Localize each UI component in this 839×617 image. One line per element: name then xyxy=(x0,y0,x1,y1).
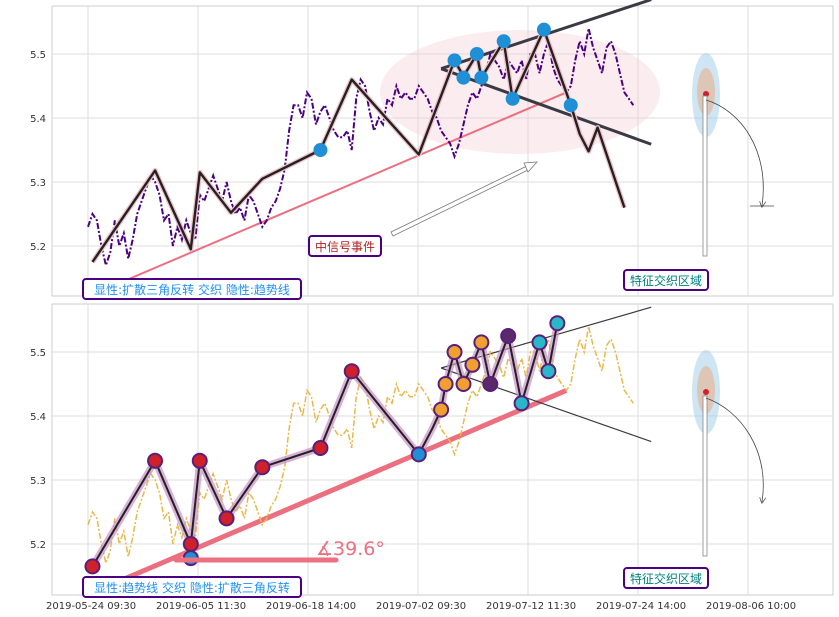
channel-lower-line xyxy=(440,367,652,443)
x-tick-label: 2019-07-24 14:00 xyxy=(596,601,686,612)
focus-dot xyxy=(703,91,709,97)
trend-line xyxy=(123,91,567,283)
y-tick-label: 5.2 xyxy=(30,540,46,551)
pivot-marker xyxy=(313,143,328,157)
feature-zone-text-bottom: 特征交织区域 xyxy=(630,571,702,586)
x-tick-label: 2019-06-05 11:30 xyxy=(156,601,246,612)
y-tick-label: 5.2 xyxy=(30,242,46,253)
signal-arrow xyxy=(390,161,538,237)
pivot-marker xyxy=(455,376,472,392)
x-tick-label: 2019-08-06 10:00 xyxy=(706,601,796,612)
pivot-marker xyxy=(254,459,271,476)
pivot-marker xyxy=(500,328,517,344)
signal-event-label: 中信号事件 xyxy=(308,235,382,257)
signal-event-text: 中信号事件 xyxy=(315,239,375,254)
top-y-tick-labels: 5.2 5.3 5.4 5.5 xyxy=(30,50,46,253)
pivot-marker xyxy=(496,34,511,49)
pivot-marker xyxy=(147,452,164,469)
x-tick-labels: 2019-05-24 09:30 2019-06-05 11:30 2019-06-… xyxy=(46,601,796,612)
y-tick-label: 5.3 xyxy=(30,476,46,487)
pivot-marker xyxy=(446,344,463,360)
pivot-marker xyxy=(447,53,462,68)
feature-zone-text-top: 特征交织区域 xyxy=(630,273,702,288)
y-tick-label: 5.5 xyxy=(30,50,46,61)
pivot-marker xyxy=(218,510,235,527)
pivot-marker xyxy=(474,70,489,85)
x-tick-label: 2019-06-18 14:00 xyxy=(266,601,356,612)
pivot-marker xyxy=(464,356,481,373)
pivot-marker xyxy=(437,376,454,392)
bottom-panel: 5.2 5.3 5.4 5.5 ∡39.6° 特征交织区域 显性:趋势线 交织 隐性:… xyxy=(30,303,834,598)
bottom-y-tick-labels: 5.2 5.3 5.4 5.5 xyxy=(30,348,46,551)
feature-pointer-top xyxy=(702,95,774,257)
focus-dot xyxy=(703,389,709,395)
x-tick-label: 2019-07-02 09:30 xyxy=(376,601,466,612)
pivot-marker xyxy=(531,334,548,351)
pattern-label-bottom: 显性:趋势线 交织 隐性:扩散三角反转 xyxy=(82,576,302,598)
top-panel: 5.2 5.3 5.4 5.5 中信号事件 特征交织区域 显性:扩散三角反转 交织 隐… xyxy=(30,0,834,300)
feature-zone-label-bottom: 特征交织区域 xyxy=(623,567,709,589)
pivot-marker xyxy=(456,70,471,85)
pivot-marker xyxy=(505,91,520,106)
pivot-marker xyxy=(433,401,450,418)
pivot-marker xyxy=(410,446,427,463)
pivot-marker xyxy=(536,22,551,37)
pivot-marker xyxy=(513,395,530,412)
bottom-series-layer xyxy=(84,306,709,582)
y-tick-label: 5.3 xyxy=(30,178,46,189)
pivot-marker xyxy=(343,363,360,380)
pivot-marker xyxy=(312,440,329,456)
pivot-marker xyxy=(182,536,199,552)
pivot-marker xyxy=(549,315,566,332)
pivot-marker xyxy=(469,47,484,61)
feature-zone-label-top: 特征交织区域 xyxy=(623,269,709,291)
top-series-layer xyxy=(87,0,709,283)
pattern-text-top: 显性:扩散三角反转 交织 隐性:趋势线 xyxy=(94,282,290,297)
feature-pointer-bottom xyxy=(702,395,763,557)
price-line xyxy=(87,28,635,269)
pivot-marker xyxy=(540,363,557,380)
pivot-marker xyxy=(563,98,578,113)
pivot-marker xyxy=(191,452,208,469)
angle-label: ∡39.6° xyxy=(316,538,385,560)
y-tick-label: 5.4 xyxy=(30,412,46,423)
pivot-marker xyxy=(473,334,490,351)
x-tick-label: 2019-07-12 11:30 xyxy=(486,601,576,612)
pattern-label-top: 显性:扩散三角反转 交织 隐性:趋势线 xyxy=(82,278,302,300)
x-tick-label: 2019-05-24 09:30 xyxy=(46,601,136,612)
pattern-text-bottom: 显性:趋势线 交织 隐性:扩散三角反转 xyxy=(94,580,290,595)
bottom-plot-frame xyxy=(51,303,834,596)
y-tick-label: 5.5 xyxy=(30,348,46,359)
y-tick-label: 5.4 xyxy=(30,114,46,125)
zigzag-line xyxy=(91,323,559,567)
pivot-marker xyxy=(84,558,101,575)
pivot-marker xyxy=(482,376,499,392)
